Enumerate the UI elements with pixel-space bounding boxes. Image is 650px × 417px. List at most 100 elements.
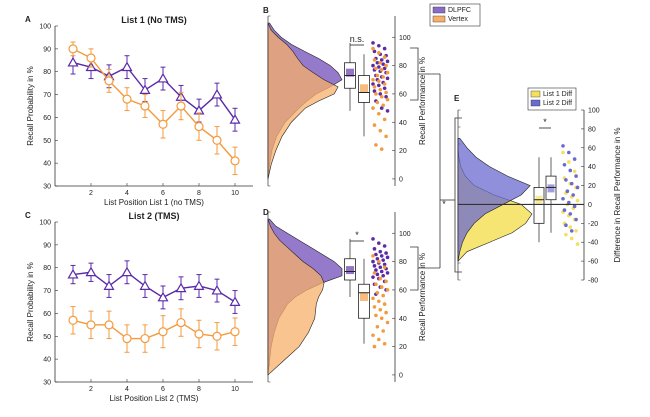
x-tick-label: 6	[161, 386, 165, 393]
scatter-dot	[371, 333, 375, 338]
data-point	[229, 296, 241, 306]
y-tick-label: -40	[588, 240, 598, 247]
data-point	[121, 266, 133, 277]
scatter-dot	[379, 58, 384, 62]
legend-label: List 2 Diff	[543, 100, 572, 107]
x-tick-label: 8	[197, 190, 201, 197]
data-point	[68, 44, 78, 54]
data-point	[176, 101, 186, 111]
scatter-dot	[568, 212, 573, 216]
box-body	[533, 187, 545, 224]
y-tick-label: 40	[43, 357, 51, 364]
box-body	[358, 283, 370, 319]
y-tick-label: 0	[588, 202, 592, 209]
scatter-dot	[377, 43, 381, 48]
scatter-dot	[385, 97, 390, 102]
legend-swatch	[432, 6, 446, 14]
series-dlpfc	[67, 50, 241, 132]
scatter-dot	[372, 85, 377, 89]
y-tick-label: 60	[588, 145, 596, 152]
scatter-dot	[381, 293, 385, 298]
scatter-dot	[382, 341, 387, 346]
scatter-dot	[564, 232, 568, 237]
scatter-dot	[567, 200, 571, 205]
y-tick-label: 30	[43, 184, 51, 191]
y-tick-label: 40	[43, 161, 51, 168]
scatter-dot	[371, 296, 375, 301]
y-tick-label: 100	[399, 35, 411, 42]
data-point	[158, 119, 168, 129]
y-tick-label: 100	[39, 24, 51, 31]
data-point	[104, 76, 114, 86]
panel-c: C List 2 (TMS) 30 40 50 60 70 80 90 100 2 4 6 8 10 List…	[25, 211, 253, 403]
data-point	[140, 101, 150, 111]
scatter-dot	[568, 168, 573, 173]
data-point	[121, 61, 133, 72]
scatter-dot	[575, 198, 580, 203]
panel-b: Bn.s. 0 20 40 60 80 100 Recall Performance in %	[263, 6, 427, 187]
scatter-dot	[377, 65, 381, 69]
y-tick-label: 0	[399, 176, 403, 183]
panel-label: B	[263, 6, 269, 15]
scatter-dot	[379, 254, 384, 258]
data-point	[193, 280, 205, 290]
y-tick-label: 40	[588, 164, 596, 171]
scatter-dot	[575, 185, 580, 190]
mean-band	[346, 266, 354, 275]
scatter-dot	[385, 59, 390, 64]
panel-a: A List 1 (No TMS) 30 40 50 60 70 80 90 100 2 4 6 8 10 L…	[25, 15, 253, 207]
scatter-dot	[381, 258, 385, 262]
scatter-dot	[372, 264, 377, 268]
scatter-dot	[375, 100, 380, 105]
significance-label: *	[355, 230, 359, 240]
scatter-dot	[384, 279, 388, 284]
scatter-dot	[377, 299, 381, 304]
y-axis-label: Recall Probability in %	[26, 262, 35, 342]
panel-e: E * -80 -60 -40 -20 0 20 40 60 80 100 Difference in …	[454, 87, 622, 285]
data-point	[175, 282, 187, 293]
series-vertex	[68, 306, 240, 353]
scatter-dot	[374, 313, 378, 318]
x-tick-label: 6	[161, 190, 165, 197]
y-tick-label: 100	[588, 108, 600, 115]
scatter-dot	[379, 316, 384, 321]
scatter-dot	[371, 254, 375, 258]
scatter-dot	[572, 204, 577, 209]
bracket-b	[410, 47, 419, 101]
y-tick-label: 80	[43, 265, 51, 272]
scatter-dot	[372, 49, 377, 54]
data-point	[86, 53, 96, 63]
y-tick-label: 60	[399, 287, 407, 294]
panel-label: E	[454, 94, 460, 103]
scatter-dot	[385, 76, 390, 81]
data-point	[194, 121, 204, 132]
scatter-dot	[564, 178, 568, 182]
significance-label: n.s.	[350, 34, 365, 44]
data-point	[67, 56, 79, 67]
series-dlpfc	[67, 260, 241, 314]
scatter-dot	[384, 251, 388, 255]
mean-band	[547, 184, 555, 193]
scatter-dot	[385, 320, 390, 325]
series-line	[72, 319, 236, 340]
chart-title: List 1 (No TMS)	[121, 15, 187, 25]
x-axis-label: List Position List 1 (no TMS)	[104, 198, 204, 207]
scatter-dot	[374, 282, 378, 287]
y-tick-label: 80	[399, 63, 407, 70]
scatter-dot	[384, 310, 388, 315]
scatter-dot	[381, 329, 385, 333]
box-vertex	[358, 54, 370, 137]
scatter-dot	[561, 144, 565, 148]
scatter-dot	[379, 94, 384, 99]
data-point	[158, 327, 168, 337]
scatter-dot	[382, 302, 387, 306]
data-point	[157, 72, 169, 83]
y-axis-label: Recall Performance in %	[418, 57, 427, 145]
scatter-dot	[567, 150, 571, 155]
scatter-dot	[374, 268, 378, 272]
y-tick-label: 80	[588, 126, 596, 133]
box-vertex	[358, 258, 370, 344]
legend-label: Vertex	[448, 16, 468, 23]
scatter-dot	[382, 86, 387, 91]
